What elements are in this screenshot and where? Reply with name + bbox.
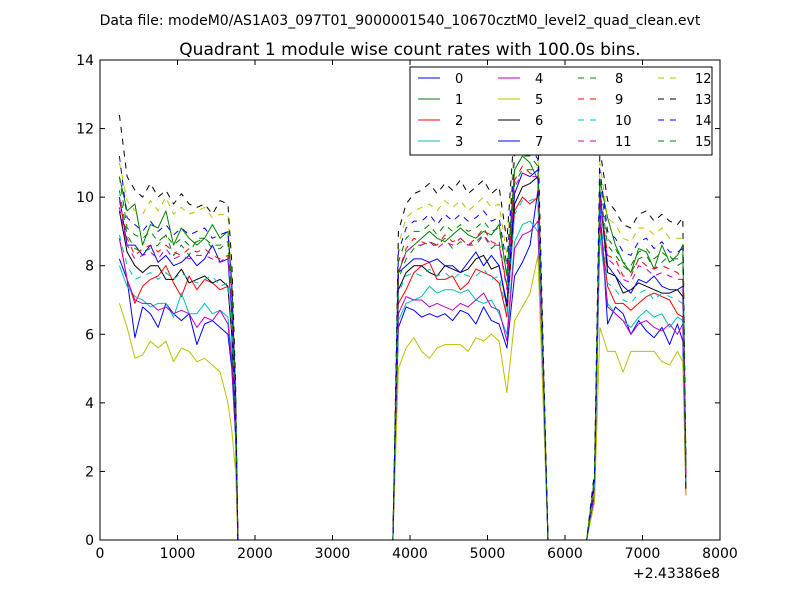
- series-line-12: [118, 128, 687, 541]
- legend-label-12: 12: [695, 72, 712, 87]
- x-tick-label: 3000: [315, 546, 351, 562]
- x-tick-label: 7000: [625, 546, 661, 562]
- y-tick-label: 12: [76, 122, 94, 138]
- legend-label-5: 5: [535, 93, 543, 108]
- x-tick-label: 2000: [237, 546, 273, 562]
- legend-label-8: 8: [615, 72, 623, 87]
- y-tick-label: 8: [85, 259, 94, 275]
- legend-label-7: 7: [535, 135, 543, 150]
- series-line-10: [118, 196, 687, 541]
- series-line-2: [118, 196, 687, 541]
- series-line-8: [118, 169, 687, 541]
- legend-box: [409, 66, 713, 156]
- x-tick-label: 6000: [547, 546, 583, 562]
- legend-label-3: 3: [455, 135, 463, 150]
- y-tick-label: 6: [85, 327, 94, 343]
- y-tick-label: 14: [76, 53, 94, 69]
- series-line-9: [118, 165, 687, 541]
- x-tick-label: 1000: [160, 546, 196, 562]
- y-tick-label: 4: [85, 396, 94, 412]
- x-tick-label: 8000: [702, 546, 738, 562]
- legend-label-11: 11: [615, 135, 632, 150]
- legend-label-4: 4: [535, 72, 543, 87]
- legend-label-15: 15: [695, 135, 712, 150]
- series-line-11: [118, 172, 687, 541]
- legend-label-2: 2: [455, 114, 463, 129]
- y-tick-label: 0: [85, 533, 94, 549]
- series-line-4: [118, 217, 687, 541]
- series-line-5: [118, 254, 687, 541]
- series-line-13: [118, 107, 687, 541]
- y-tick-label: 2: [85, 464, 94, 480]
- chart-title: Quadrant 1 module wise count rates with …: [179, 40, 640, 60]
- figure-suptitle: Data file: modeM0/AS1A03_097T01_90000015…: [100, 13, 701, 29]
- x-offset-label: +2.43386e8: [633, 566, 720, 582]
- x-tick-label: 5000: [470, 546, 506, 562]
- series-line-6: [118, 176, 687, 541]
- series-line-15: [118, 155, 687, 541]
- x-tick-label: 4000: [392, 546, 428, 562]
- legend-label-1: 1: [455, 93, 463, 108]
- legend-label-13: 13: [695, 93, 712, 108]
- legend-label-0: 0: [455, 72, 463, 87]
- legend-label-9: 9: [615, 93, 623, 108]
- x-tick-label: 0: [96, 546, 105, 562]
- legend-label-10: 10: [615, 114, 632, 129]
- plot-lines: [118, 107, 687, 541]
- legend-label-6: 6: [535, 114, 543, 129]
- legend-label-14: 14: [695, 114, 712, 129]
- axis-ticks: 0 1000 2000 3000 4000 5000 6000 7000 80000246810…: [76, 53, 738, 562]
- y-tick-label: 10: [76, 190, 94, 206]
